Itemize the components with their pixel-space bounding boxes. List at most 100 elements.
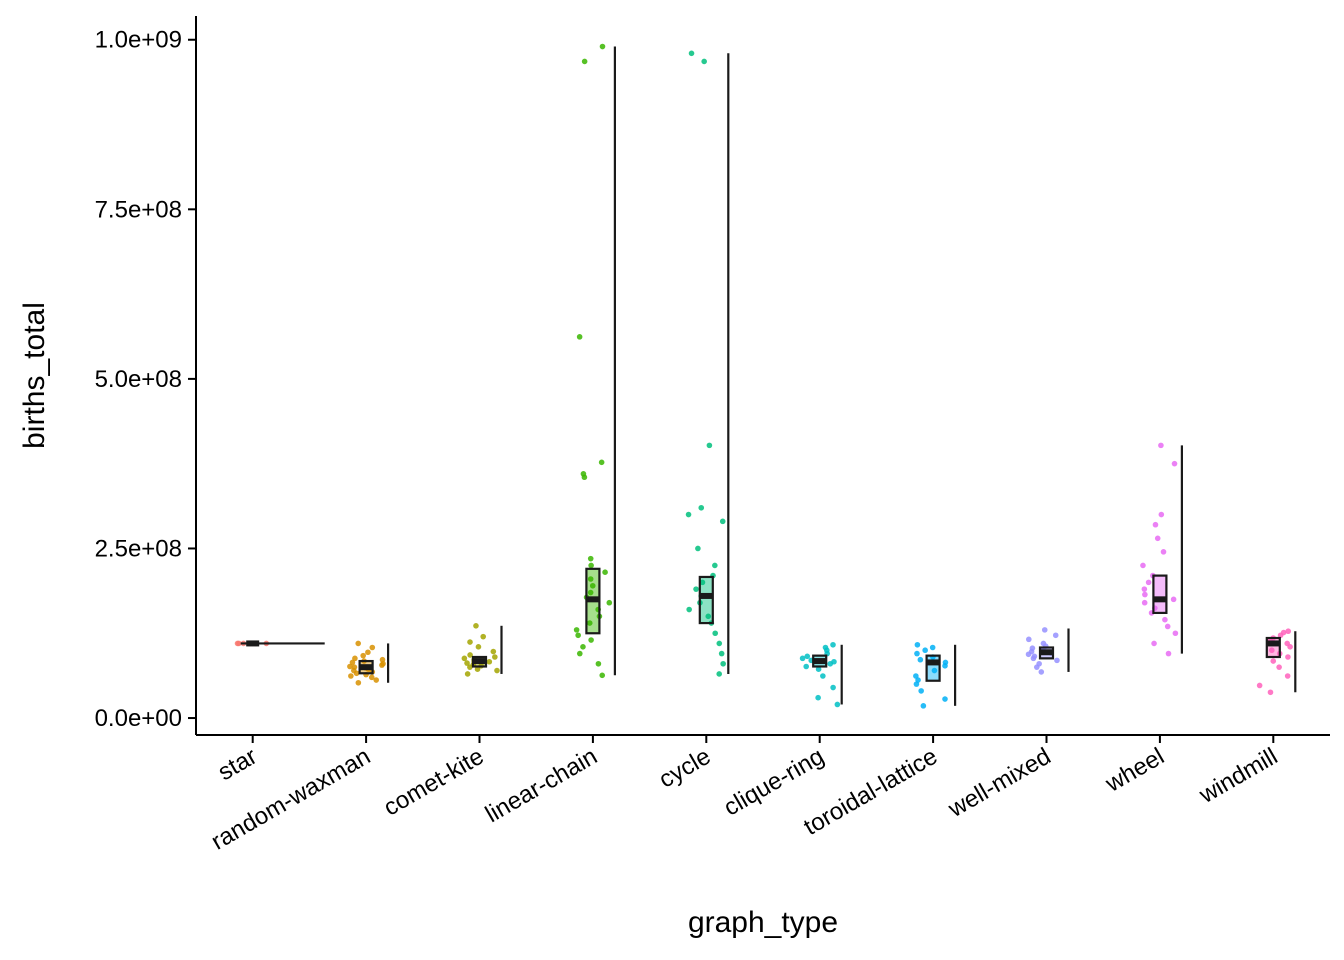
data-point xyxy=(942,696,948,702)
data-point xyxy=(815,666,822,673)
data-point xyxy=(473,622,479,629)
data-point xyxy=(464,671,471,677)
data-point xyxy=(355,640,362,647)
data-point xyxy=(942,659,949,666)
data-point xyxy=(1285,628,1292,635)
data-point xyxy=(1165,650,1172,657)
data-point xyxy=(602,569,608,576)
data-point xyxy=(712,562,718,569)
series-clique-ring xyxy=(799,641,843,708)
data-point xyxy=(1171,460,1178,467)
data-point xyxy=(830,684,836,691)
y-axis-title: births_total xyxy=(18,302,51,449)
data-point xyxy=(589,582,596,589)
data-point xyxy=(686,606,692,613)
data-point xyxy=(1031,653,1038,660)
data-point xyxy=(701,58,707,65)
data-point xyxy=(716,671,723,677)
data-point xyxy=(580,644,586,650)
data-point xyxy=(914,650,920,657)
data-point xyxy=(576,334,583,340)
median-mark xyxy=(359,664,373,671)
data-point xyxy=(1141,586,1148,592)
data-point xyxy=(347,663,353,670)
plot-area xyxy=(234,43,1297,709)
series-well-mixed xyxy=(1025,627,1070,675)
data-point xyxy=(575,632,581,639)
series-linear-chain xyxy=(573,43,617,679)
data-point xyxy=(1270,658,1277,664)
data-point xyxy=(804,653,811,660)
data-point xyxy=(1040,640,1047,647)
data-point xyxy=(474,666,481,673)
data-point xyxy=(588,562,594,569)
data-point xyxy=(831,658,837,665)
data-point xyxy=(922,647,928,654)
x-tick-label: star xyxy=(214,743,262,786)
data-point xyxy=(360,652,366,659)
data-point xyxy=(467,639,473,645)
data-point xyxy=(718,650,725,657)
data-point xyxy=(580,471,587,477)
x-tick-label: linear-chain xyxy=(481,743,602,828)
data-point xyxy=(461,655,468,662)
data-point xyxy=(1142,591,1148,598)
median-mark xyxy=(1153,596,1167,603)
data-point xyxy=(1160,549,1167,555)
data-point xyxy=(913,673,919,679)
data-point xyxy=(595,660,602,667)
data-point xyxy=(598,459,605,466)
x-tick-label: well-mixed xyxy=(943,743,1056,824)
data-point xyxy=(1284,640,1290,647)
median-mark xyxy=(1040,649,1053,656)
data-point xyxy=(1284,673,1291,679)
series-toroidal-lattice xyxy=(913,641,957,709)
data-point xyxy=(695,545,701,552)
data-point xyxy=(1154,535,1161,542)
data-point xyxy=(352,655,358,662)
iqr-box xyxy=(925,654,941,682)
data-point xyxy=(494,667,500,674)
data-point xyxy=(1140,562,1146,569)
y-tick-label: 1.0e+09 xyxy=(95,27,182,54)
data-point xyxy=(1026,636,1032,643)
data-point xyxy=(576,650,583,657)
data-point xyxy=(1267,689,1274,696)
data-point xyxy=(1141,599,1148,606)
data-point xyxy=(1280,629,1287,636)
data-point xyxy=(719,518,726,525)
data-point xyxy=(799,655,806,662)
data-point xyxy=(599,672,606,679)
data-point xyxy=(467,652,473,658)
data-point xyxy=(586,620,593,626)
data-point xyxy=(918,688,924,694)
data-point xyxy=(587,589,594,596)
data-point xyxy=(705,613,712,620)
series-comet-kite xyxy=(461,622,503,677)
data-point xyxy=(1269,647,1275,654)
data-point xyxy=(379,656,386,663)
axes: 0.0e+002.5e+085.0e+087.5e+081.0e+09starr… xyxy=(95,16,1330,856)
data-point xyxy=(699,579,706,586)
data-point xyxy=(464,660,470,666)
iqr-box xyxy=(1152,574,1168,615)
data-point xyxy=(693,586,699,592)
data-point xyxy=(599,43,606,50)
data-point xyxy=(917,656,924,663)
median-mark xyxy=(586,596,600,603)
iqr-box xyxy=(698,575,714,625)
data-point xyxy=(365,649,371,656)
data-point xyxy=(1170,596,1177,603)
y-tick-label: 7.5e+08 xyxy=(95,196,182,223)
data-point xyxy=(573,627,580,633)
median-mark xyxy=(1266,640,1280,647)
data-point xyxy=(373,677,380,683)
data-point xyxy=(588,637,594,643)
data-point xyxy=(1054,657,1060,664)
data-point xyxy=(1162,616,1168,623)
data-point xyxy=(368,674,375,681)
y-tick-label: 5.0e+08 xyxy=(95,366,182,393)
data-point xyxy=(606,599,613,606)
median-mark xyxy=(699,592,713,599)
data-point xyxy=(1145,579,1152,586)
